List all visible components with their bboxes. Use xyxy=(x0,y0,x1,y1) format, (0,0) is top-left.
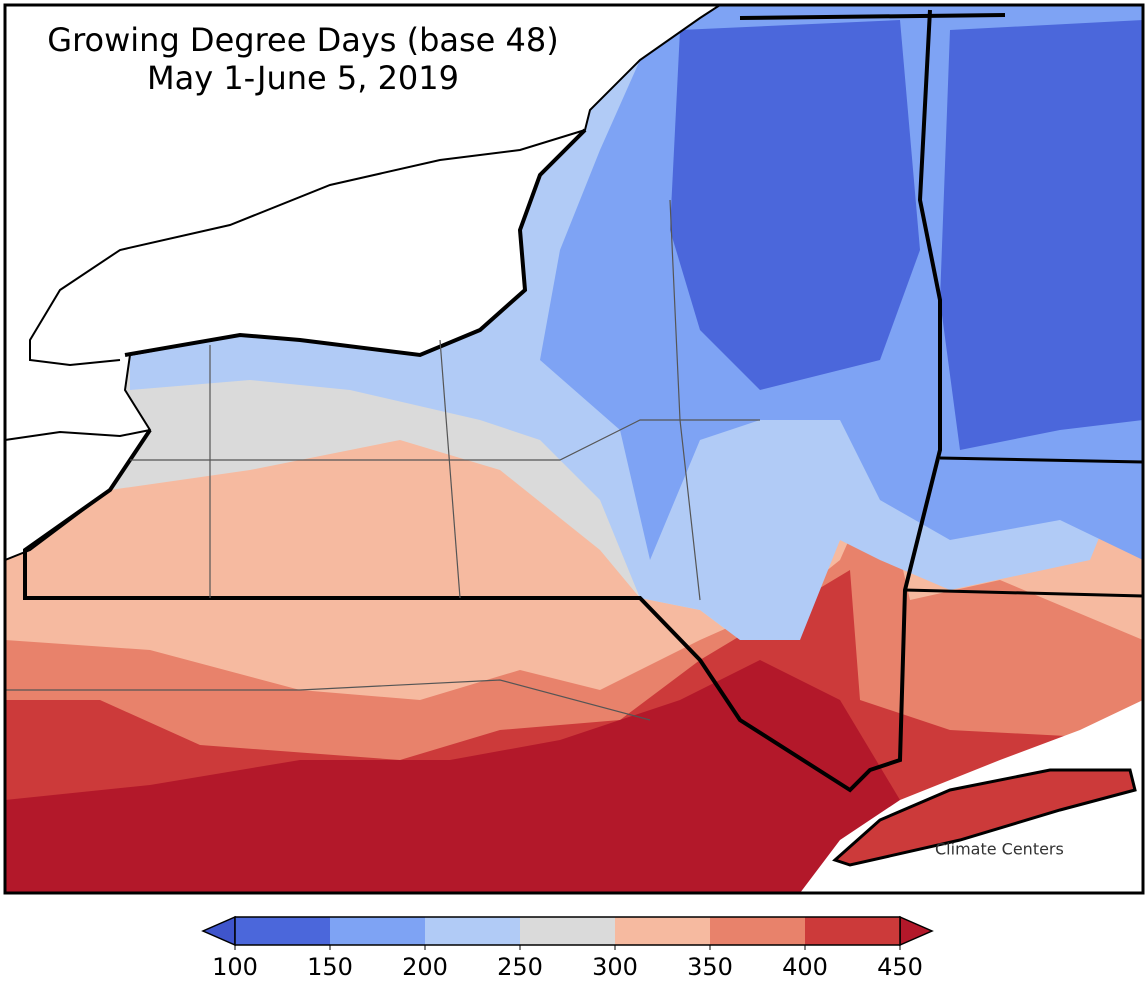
map: Climate Centers xyxy=(3,3,1145,895)
dark-blue-zone xyxy=(670,20,920,390)
legend-tick-label: 150 xyxy=(307,953,353,981)
legend-tick-label: 300 xyxy=(592,953,638,981)
legend-tick-label: 450 xyxy=(877,953,923,981)
legend-swatch xyxy=(805,917,900,945)
legend-swatch xyxy=(425,917,520,945)
long-island xyxy=(832,768,1137,867)
map-title: Growing Degree Days (base 48) xyxy=(47,21,558,59)
legend-swatch xyxy=(615,917,710,945)
legend-over xyxy=(899,915,934,947)
legend-under xyxy=(201,915,236,947)
legend-tick-label: 100 xyxy=(212,953,258,981)
legend-tick-label: 350 xyxy=(687,953,733,981)
map-frame xyxy=(3,3,1145,895)
legend-frame xyxy=(234,916,901,946)
state-border xyxy=(904,588,1144,598)
dark-blue-zone xyxy=(940,20,1143,450)
county-line xyxy=(439,339,461,599)
county-line xyxy=(5,679,651,721)
lake-erie-shore xyxy=(4,429,151,441)
color-legend: 100 150 200 250 300 350 400 450 xyxy=(201,915,934,981)
state-border xyxy=(939,456,1144,464)
legend-swatch xyxy=(330,917,425,945)
legend-tick-label: 200 xyxy=(402,953,448,981)
lake-shore xyxy=(29,129,586,367)
county-line xyxy=(669,199,701,601)
state-border xyxy=(124,128,587,358)
map-subtitle: May 1-June 5, 2019 xyxy=(147,59,459,97)
legend-swatch xyxy=(710,917,805,945)
legend-swatch xyxy=(520,917,615,945)
legend-swatch xyxy=(235,917,330,945)
state-border xyxy=(739,13,1006,20)
state-border xyxy=(23,9,942,793)
dark-red-zone xyxy=(5,660,900,893)
legend-tick-label: 250 xyxy=(497,953,543,981)
logo-text: Climate Centers xyxy=(935,840,1064,859)
legend-tick-label: 400 xyxy=(782,953,828,981)
county-line xyxy=(130,419,760,461)
